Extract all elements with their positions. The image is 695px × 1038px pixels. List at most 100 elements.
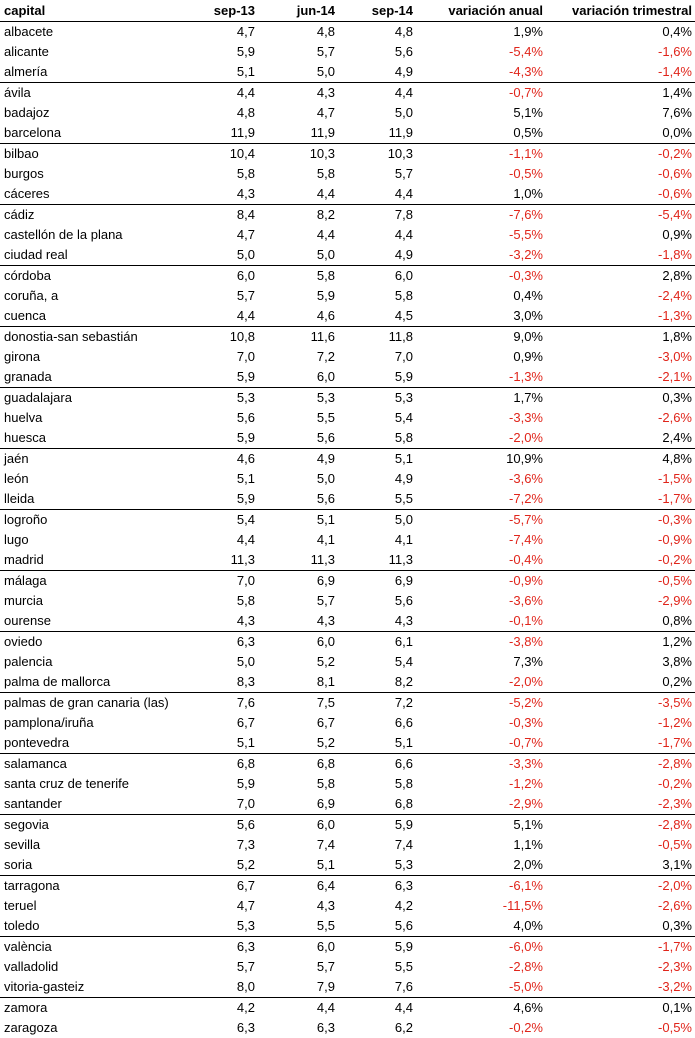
value-cell: -0,7% [416,733,546,754]
value-cell: 5,3 [200,916,258,937]
value-cell: 4,4 [258,225,338,245]
value-cell: 0,3% [546,916,695,937]
value-cell: 6,8 [338,794,416,815]
value-cell: -7,4% [416,530,546,550]
value-cell: 6,0 [258,632,338,653]
value-cell: 5,6 [200,408,258,428]
value-cell: 5,5 [338,957,416,977]
value-cell: -5,2% [416,693,546,714]
value-cell: 11,3 [338,550,416,571]
value-cell: 5,8 [258,164,338,184]
capital-cell: salamanca [0,754,200,775]
value-cell: 5,4 [338,408,416,428]
capital-cell: zaragoza [0,1018,200,1038]
value-cell: 5,1 [338,733,416,754]
value-cell: 6,1 [338,632,416,653]
capital-cell: castellón de la plana [0,225,200,245]
value-cell: 4,3 [258,896,338,916]
value-cell: 4,3 [258,611,338,632]
value-cell: -1,8% [546,245,695,266]
value-cell: 5,2 [258,652,338,672]
capital-cell: ávila [0,83,200,104]
header-cell: sep-13 [200,0,258,22]
value-cell: 4,9 [338,62,416,83]
capital-cell: valladolid [0,957,200,977]
value-cell: 5,8 [200,164,258,184]
value-cell: 5,9 [200,367,258,388]
value-cell: 6,9 [338,571,416,592]
value-cell: -2,0% [546,876,695,897]
value-cell: 8,0 [200,977,258,998]
value-cell: 4,9 [338,245,416,266]
value-cell: 8,2 [258,205,338,226]
value-cell: 5,6 [258,428,338,449]
value-cell: -1,3% [416,367,546,388]
value-cell: 4,4 [200,306,258,327]
value-cell: 5,3 [338,388,416,409]
value-cell: 0,9% [546,225,695,245]
value-cell: -0,6% [546,164,695,184]
value-cell: 5,8 [200,591,258,611]
value-cell: 4,4 [258,998,338,1019]
capital-cell: lleida [0,489,200,510]
value-cell: 6,6 [338,754,416,775]
value-cell: 0,2% [546,672,695,693]
capital-cell: sevilla [0,835,200,855]
value-cell: 5,1 [200,469,258,489]
value-cell: -5,4% [416,42,546,62]
value-cell: 5,8 [258,266,338,287]
value-cell: -2,3% [546,957,695,977]
value-cell: 3,8% [546,652,695,672]
value-cell: -3,6% [416,591,546,611]
capital-cell: murcia [0,591,200,611]
value-cell: -0,9% [546,530,695,550]
value-cell: 3,0% [416,306,546,327]
value-cell: 5,5 [338,489,416,510]
value-cell: 7,0 [200,347,258,367]
value-cell: 5,6 [338,916,416,937]
value-cell: 5,4 [338,652,416,672]
value-cell: 5,7 [200,957,258,977]
value-cell: -2,6% [546,896,695,916]
value-cell: 6,0 [338,266,416,287]
value-cell: 5,0 [338,510,416,531]
value-cell: 5,9 [338,815,416,836]
header-cell: jun-14 [258,0,338,22]
value-cell: 1,8% [546,327,695,348]
value-cell: 4,0% [416,916,546,937]
value-cell: 5,6 [338,591,416,611]
value-cell: 6,7 [200,713,258,733]
value-cell: 1,2% [546,632,695,653]
value-cell: 4,9 [258,449,338,470]
value-cell: -0,9% [416,571,546,592]
capital-cell: almería [0,62,200,83]
value-cell: 4,2 [338,896,416,916]
value-cell: 4,3 [200,611,258,632]
value-cell: -2,1% [546,367,695,388]
value-cell: 7,0 [200,794,258,815]
capital-cell: teruel [0,896,200,916]
value-cell: 6,0 [258,367,338,388]
value-cell: -0,4% [416,550,546,571]
value-cell: 6,9 [258,571,338,592]
value-cell: 7,3% [416,652,546,672]
value-cell: 5,9 [200,489,258,510]
value-cell: 4,5 [338,306,416,327]
value-cell: 4,1 [258,530,338,550]
value-cell: -0,5% [546,571,695,592]
